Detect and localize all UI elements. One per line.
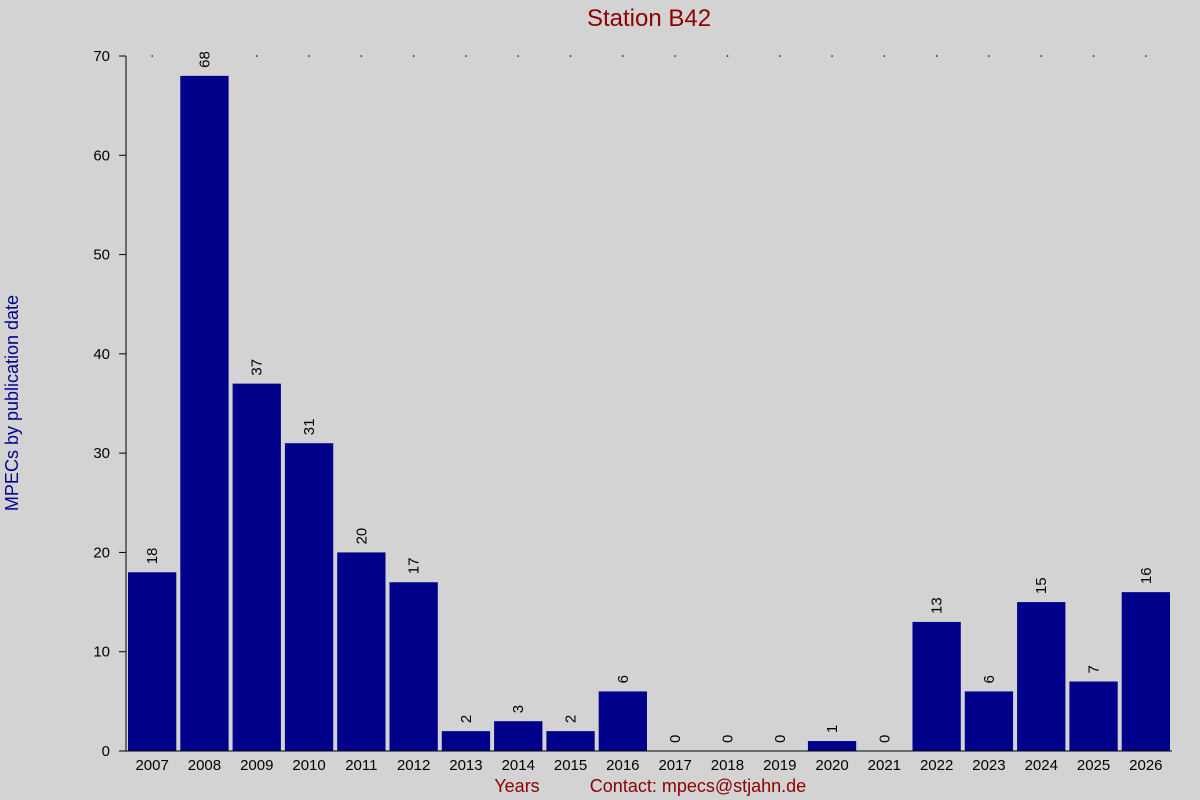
x-tick-label-2026: 2026 <box>1129 757 1162 774</box>
grid-dot <box>831 55 833 57</box>
value-label-2021: 0 <box>876 735 893 743</box>
bar-2010 <box>284 443 334 751</box>
grid-dot <box>517 55 520 57</box>
x-tick-label-2022: 2022 <box>920 757 953 774</box>
value-label-2010: 31 <box>301 419 318 436</box>
value-label-2023: 6 <box>981 675 998 683</box>
grid-dot <box>569 55 572 57</box>
value-label-2017: 0 <box>667 735 684 743</box>
x-tick-label-2013: 2013 <box>449 757 482 774</box>
grid-dot <box>883 55 886 57</box>
y-tick-label: 40 <box>93 346 110 363</box>
bar-2009 <box>232 383 281 751</box>
grid-dot <box>1092 55 1095 57</box>
y-tick-label: 50 <box>93 247 110 264</box>
chart-title: Station B42 <box>587 5 711 32</box>
grid-dot <box>203 55 206 57</box>
value-label-2019: 0 <box>772 735 789 743</box>
value-label-2013: 2 <box>458 715 475 723</box>
grid <box>151 55 1147 57</box>
bar-2011 <box>337 552 386 751</box>
bar-2024 <box>1017 602 1066 751</box>
bar-2025 <box>1069 681 1118 751</box>
value-label-2020: 1 <box>824 725 841 733</box>
value-label-2008: 68 <box>196 51 213 68</box>
x-tick-label-2019: 2019 <box>763 757 796 774</box>
value-label-2026: 16 <box>1138 567 1155 584</box>
y-tick-label: 0 <box>102 743 110 760</box>
x-tick-label-2010: 2010 <box>292 757 325 774</box>
bar-2007 <box>128 572 177 751</box>
grid-dot <box>360 55 363 57</box>
value-label-2022: 13 <box>929 597 946 614</box>
x-tick-label-2016: 2016 <box>606 757 639 774</box>
y-tick-label: 10 <box>93 644 110 661</box>
grid-dot <box>622 55 624 57</box>
value-label-2024: 15 <box>1033 577 1050 594</box>
grid-dot <box>308 55 310 57</box>
grid-dot <box>778 55 781 57</box>
grid-dot <box>465 55 467 57</box>
value-label-2012: 17 <box>406 558 423 575</box>
bar-2013 <box>441 731 491 751</box>
value-label-2018: 0 <box>719 735 736 743</box>
x-ticks: 2007 2008 2009 2010 2011 2012 2013 2014 2015 2016… <box>135 757 1162 774</box>
x-tick-label-2025: 2025 <box>1077 757 1110 774</box>
x-tick-label-2011: 2011 <box>345 757 377 774</box>
x-tick-label-2012: 2012 <box>397 757 430 774</box>
grid-dot <box>726 55 729 57</box>
grid-dot <box>412 55 415 57</box>
value-label-2025: 7 <box>1086 665 1103 673</box>
x-tick-label-2008: 2008 <box>188 757 221 774</box>
bar-2022 <box>912 621 961 751</box>
value-label-2011: 20 <box>353 528 370 545</box>
grid-dot <box>935 55 938 57</box>
grid-dot <box>674 55 676 57</box>
x-tick-label-2015: 2015 <box>554 757 587 774</box>
bar-2008 <box>180 75 229 752</box>
x-tick-label-2024: 2024 <box>1025 757 1058 774</box>
x-tick-label-2023: 2023 <box>972 757 1005 774</box>
x-tick-label-2017: 2017 <box>658 757 691 774</box>
grid-dot <box>1040 55 1043 57</box>
value-labels: 18 68 37 31 20 17 2 3 2 6 0 0 0 1 0 13 6 15 7 16 <box>144 51 1155 743</box>
contact-text: Contact: mpecs@stjahn.de <box>590 776 806 796</box>
x-tick-label-2009: 2009 <box>240 757 273 774</box>
y-tick-label: 60 <box>93 147 110 164</box>
x-tick-label-2018: 2018 <box>711 757 744 774</box>
value-label-2016: 6 <box>615 675 632 683</box>
y-tick-label: 70 <box>93 48 110 65</box>
value-label-2009: 37 <box>249 359 266 376</box>
x-tick-label-2014: 2014 <box>502 757 535 774</box>
grid-dot <box>151 55 153 57</box>
y-tick-label: 30 <box>93 445 110 462</box>
grid-dot <box>1145 55 1147 57</box>
bar-2026 <box>1121 592 1170 751</box>
y-tick-label: 20 <box>93 544 110 561</box>
value-label-2014: 3 <box>510 705 527 713</box>
bar-2020 <box>807 741 857 751</box>
x-tick-label-2020: 2020 <box>815 757 848 774</box>
grid-dot <box>255 55 258 57</box>
bars <box>128 75 1170 752</box>
y-axis-label: MPECs by publication date <box>2 295 22 511</box>
value-label-2015: 2 <box>563 715 580 723</box>
grid-dot <box>988 55 990 57</box>
bar-2023 <box>964 691 1014 751</box>
bar-2014 <box>494 721 543 751</box>
x-tick-label-2007: 2007 <box>135 757 168 774</box>
value-label-2007: 18 <box>144 548 161 565</box>
bar-2015 <box>546 731 595 751</box>
y-ticks: 0 10 20 30 40 50 60 70 <box>93 48 126 760</box>
x-tick-label-2021: 2021 <box>868 757 901 774</box>
bar-2016 <box>598 691 647 751</box>
bar-2012 <box>389 582 438 751</box>
x-axis-label: Years <box>494 776 539 796</box>
